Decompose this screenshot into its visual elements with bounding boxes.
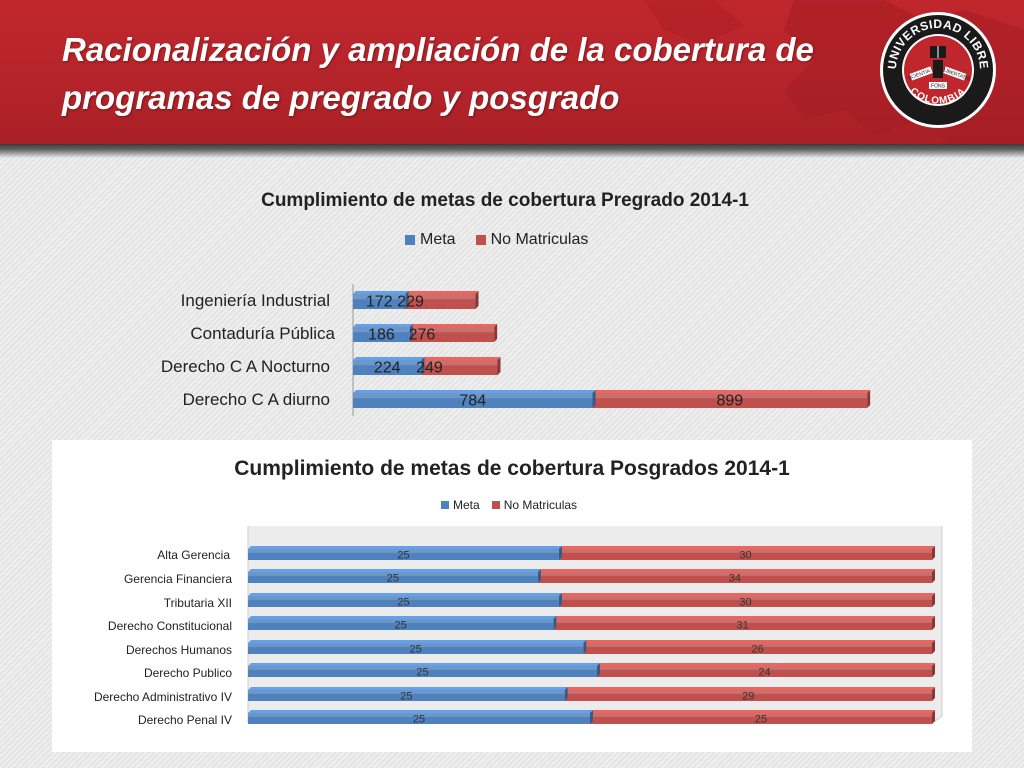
chart2-bar-no-matriculas xyxy=(596,663,935,677)
chart1-bar-meta xyxy=(353,357,425,375)
chart2-bar-no-matriculas xyxy=(558,546,935,560)
chart1-legend-no-matriculas-swatch xyxy=(475,235,486,245)
chart1-bar-meta xyxy=(353,291,409,309)
chart2-data-label-no-matriculas: 24 xyxy=(758,666,770,678)
chart1-data-label-meta: 224 xyxy=(374,360,401,377)
chart2-bar-no-matriculas xyxy=(553,616,935,630)
chart2-data-label-meta: 25 xyxy=(387,572,399,584)
chart1-data-label-no-matriculas: 276 xyxy=(409,327,436,344)
chart2-legend-meta-label: Meta xyxy=(453,498,480,512)
chart1-data-label-no-matriculas: 249 xyxy=(416,360,443,377)
chart1-data-label-no-matriculas: 899 xyxy=(716,393,743,410)
chart2-bar-meta xyxy=(248,616,557,630)
chart2-data-label-meta: 25 xyxy=(395,619,407,631)
chart2-title: Cumplimiento de metas de cobertura Posgr… xyxy=(234,457,790,480)
chart1-legend-no-matriculas: No Matriculas xyxy=(475,231,589,249)
chart2-data-label-no-matriculas: 25 xyxy=(755,713,767,725)
chart1-data-label-meta: 186 xyxy=(368,327,395,344)
chart2-legend-no-matriculas-swatch xyxy=(491,501,500,509)
chart2-category-label: Derecho Administrativo IV xyxy=(93,690,232,704)
chart1-bar-no-matriculas xyxy=(405,291,479,309)
chart2-data-label-meta: 25 xyxy=(416,666,428,678)
slide-title: Racionalización y ampliación de la cober… xyxy=(62,26,862,122)
header-shadow xyxy=(0,144,1024,158)
chart2-data-label-no-matriculas: 34 xyxy=(729,572,741,584)
chart2-category-label: Gerencia Financiera xyxy=(123,572,232,586)
chart2-data-label-meta: 25 xyxy=(400,690,412,702)
chart1-bar-meta xyxy=(353,324,413,342)
chart2-data-label-no-matriculas: 31 xyxy=(737,619,749,631)
chart2-bar-meta xyxy=(248,640,587,654)
chart1-category-label: Contaduría Pública xyxy=(190,324,335,343)
chart2-bar-meta xyxy=(248,663,600,677)
chart2-bar-no-matriculas xyxy=(590,710,935,724)
chart1-bar-no-matriculas xyxy=(421,357,501,375)
chart1-legend-meta-label: Meta xyxy=(420,231,456,248)
chart2-data-label-no-matriculas: 30 xyxy=(739,549,751,561)
chart1-legend-meta-swatch xyxy=(405,235,415,245)
chart2-category-label: Alta Gerencia xyxy=(157,548,230,562)
chart2-bar-meta xyxy=(248,569,541,583)
chart2-data-label-no-matriculas: 30 xyxy=(739,596,751,608)
chart2-legend-meta: Meta xyxy=(441,498,480,512)
chart2-data-label-meta: 25 xyxy=(397,549,409,561)
chart2-bar-no-matriculas xyxy=(564,687,935,701)
chart2-legend: Meta No Matriculas xyxy=(441,498,577,512)
shield-icon xyxy=(933,60,943,78)
chart2-legend-no-matriculas-label: No Matriculas xyxy=(503,498,578,512)
chart2-category-label: Derecho Constitucional xyxy=(107,619,232,633)
chart2-bar-meta xyxy=(248,593,562,607)
chart1-legend-meta: Meta xyxy=(405,231,456,249)
chart1-bar-meta xyxy=(353,390,596,408)
chart2-bar-meta xyxy=(248,546,562,560)
chart1-data-label-meta: 784 xyxy=(459,393,486,410)
logo-motto-center: FONS xyxy=(931,84,946,90)
chart2-data-label-meta: 25 xyxy=(413,713,425,725)
chart1-category-label: Ingeniería Industrial xyxy=(180,291,330,310)
slide-title-line2: programas de pregrado y posgrado xyxy=(62,79,620,116)
chart1-data-label-no-matriculas: 229 xyxy=(397,294,424,311)
chart1-data-label-meta: 172 xyxy=(366,294,393,311)
chart2-legend-meta-swatch xyxy=(441,501,449,509)
universidad-libre-logo: UNIVERSIDAD LIBRE COLOMBIA SCIENTIA LIBE… xyxy=(880,12,996,128)
chart2-category-label: Derecho Publico xyxy=(143,666,232,680)
chart1-category-label: Derecho C A diurno xyxy=(182,390,330,409)
chart2-legend-no-matriculas: No Matriculas xyxy=(491,498,578,512)
slide-title-line1: Racionalización y ampliación de la cober… xyxy=(62,31,814,68)
chart2-data-label-no-matriculas: 26 xyxy=(752,643,764,655)
chart1-bar-no-matriculas xyxy=(592,390,871,408)
chart2-bar-no-matriculas xyxy=(558,593,935,607)
chart1-category-label: Derecho C A Nocturno xyxy=(160,357,330,376)
chart1-title: Cumplimiento de metas de cobertura Pregr… xyxy=(261,190,749,211)
chart2-bar-no-matriculas xyxy=(537,569,935,583)
chart2-category-label: Derecho Penal IV xyxy=(137,713,232,727)
chart2-category-label: Tributaria XII xyxy=(163,596,232,610)
chart1-legend-no-matriculas-label: No Matriculas xyxy=(490,231,589,248)
chart2-data-label-no-matriculas: 29 xyxy=(742,690,754,702)
chart2-bar-meta xyxy=(248,710,593,724)
chart2-bar-no-matriculas xyxy=(583,640,935,654)
chart1-legend: Meta No Matriculas xyxy=(405,231,588,249)
chart2-bar-meta xyxy=(248,687,568,701)
chart2-data-label-meta: 25 xyxy=(397,596,409,608)
chart2-category-label: Derechos Humanos xyxy=(125,643,232,657)
chart2-data-label-meta: 25 xyxy=(410,643,422,655)
chart1-bar-no-matriculas xyxy=(409,324,498,342)
